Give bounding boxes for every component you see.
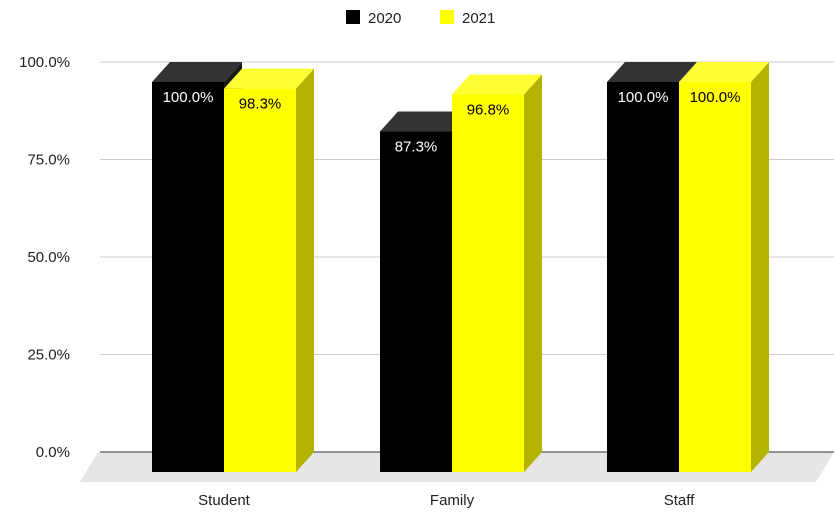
bar-top-face [224,68,314,89]
bar-front-face [452,94,524,472]
bar-2021-staff [679,62,769,472]
x-axis-categories: Student Family Staff [198,492,695,509]
y-tick-label: 75.0% [27,152,70,169]
legend-label: 2020 [368,10,401,27]
legend-swatch [346,10,360,24]
data-label: 98.3% [239,96,282,113]
bar-top-face [679,62,769,82]
bar-side-face [296,68,314,472]
bar-front-face [679,82,751,472]
x-category-label: Student [198,492,251,509]
bars [152,62,769,472]
bar-side-face [524,74,542,472]
data-label: 96.8% [467,101,510,118]
bar-front-face [380,131,452,472]
bar-top-face [152,62,242,82]
legend-label: 2021 [462,10,495,27]
x-category-label: Staff [664,492,695,509]
data-label: 100.0% [618,89,669,106]
bar-front-face [152,82,224,472]
bar-side-face [751,62,769,472]
y-tick-label: 0.0% [36,444,70,461]
legend: 2020 2021 [346,10,495,27]
x-category-label: Family [430,492,475,509]
bar-top-face [452,74,542,95]
y-tick-label: 50.0% [27,249,70,266]
data-label: 87.3% [395,139,438,156]
bar-top-face [380,111,470,132]
bar-top-face [607,62,697,82]
bar-front-face [607,82,679,472]
y-axis-ticks: 0.0% 25.0% 50.0% 75.0% 100.0% [19,54,70,461]
data-label: 100.0% [690,89,741,106]
data-label: 100.0% [163,89,214,106]
bar-2021-family [452,74,542,472]
legend-swatch [440,10,454,24]
y-tick-label: 100.0% [19,54,70,71]
y-tick-label: 25.0% [27,347,70,364]
bar-2020-student [152,62,242,472]
data-labels: 100.0% 98.3% 87.3% 96.8% 100.0% 100.0% [163,89,741,156]
bar-2021-student [224,68,314,472]
bar-front-face [224,88,296,472]
